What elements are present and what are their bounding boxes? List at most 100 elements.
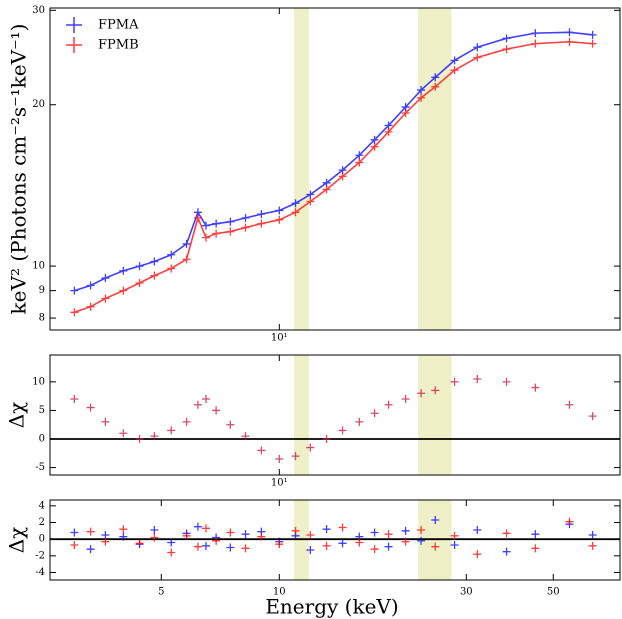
data-point [291, 208, 300, 217]
data-point [417, 526, 426, 534]
data-point [257, 219, 266, 228]
data-point [588, 412, 597, 421]
data-point [212, 406, 221, 415]
data-point [119, 429, 128, 438]
data-point [101, 537, 110, 546]
data-point [306, 546, 315, 554]
data-point [417, 536, 426, 545]
data-point [431, 386, 440, 395]
data-point [355, 151, 364, 160]
data-point [275, 206, 284, 215]
data-point [257, 446, 266, 455]
x-tick-label: 50 [547, 587, 560, 598]
data-point [212, 536, 221, 545]
legend-label: FPMA [98, 18, 139, 33]
data-point [322, 525, 331, 534]
data-point [370, 135, 379, 144]
data-point [193, 542, 202, 551]
data-point [182, 239, 191, 248]
data-point [86, 281, 95, 290]
data-point [473, 53, 482, 62]
data-point [241, 213, 250, 222]
shaded-band [293, 8, 309, 330]
data-point [338, 426, 347, 435]
y-tick-label: 30 [32, 5, 45, 16]
data-point [306, 531, 315, 539]
y-tick-label: 4 [39, 500, 45, 511]
y-axis-label: Δχ [5, 527, 29, 554]
data-point [338, 539, 347, 548]
data-point [241, 530, 250, 539]
data-point [473, 550, 482, 559]
data-point [502, 377, 511, 386]
data-point [241, 544, 250, 553]
data-point [119, 266, 128, 275]
data-point [241, 432, 250, 441]
data-point [431, 82, 440, 91]
series [70, 517, 597, 559]
data-point [119, 286, 128, 295]
data-point [338, 172, 347, 181]
legend-marker [66, 17, 82, 33]
legend-marker [66, 37, 82, 53]
y-tick-label: 8 [39, 313, 45, 324]
data-point [167, 426, 176, 435]
y-tick-label: 10 [32, 261, 45, 272]
data-point [201, 524, 210, 533]
data-point [257, 532, 266, 541]
data-point [417, 86, 426, 95]
data-point [502, 529, 511, 538]
data-point [193, 400, 202, 409]
data-point [450, 56, 459, 65]
data-point [119, 532, 128, 541]
data-point [338, 523, 347, 532]
y-axis-label: Δχ [5, 402, 29, 429]
y-tick-label: 5 [39, 405, 45, 416]
data-point [226, 543, 235, 552]
legend-label: FPMB [98, 38, 139, 53]
y-tick-label: 9 [39, 285, 45, 296]
data-point [193, 213, 202, 222]
data-point [135, 262, 144, 271]
data-point [473, 526, 482, 534]
data-point [417, 93, 426, 102]
y-tick-label: -4 [35, 567, 45, 578]
data-point [150, 533, 159, 542]
data-point [291, 199, 300, 208]
x-tick-label: 10¹ [271, 333, 288, 344]
y-tick-label: 20 [32, 99, 45, 110]
y-tick-label: 0 [39, 434, 45, 445]
data-point [135, 539, 144, 548]
data-point [291, 526, 300, 535]
data-point [450, 541, 459, 549]
data-point [531, 383, 540, 392]
data-point [450, 66, 459, 75]
model-line [74, 31, 593, 292]
data-point [473, 375, 482, 383]
data-point [531, 39, 540, 48]
data-point [565, 28, 574, 37]
series [70, 28, 597, 295]
x-axis-label: Energy (keV) [265, 595, 398, 619]
data-point [182, 531, 191, 540]
data-point [167, 548, 176, 557]
data-point [70, 286, 79, 295]
data-point [86, 545, 95, 554]
data-point [275, 455, 284, 463]
data-point [241, 223, 250, 232]
data-point [401, 109, 410, 118]
data-point [502, 547, 511, 556]
data-point [167, 538, 176, 547]
data-point [182, 417, 191, 426]
shaded-band [418, 355, 452, 475]
data-point [370, 545, 379, 554]
data-point [588, 39, 597, 48]
data-point [417, 389, 426, 398]
panel: 10¹ -5 0 5 10 Δχ [5, 354, 621, 489]
data-point [167, 250, 176, 259]
data-point [322, 541, 331, 550]
axes-frame [49, 354, 621, 476]
data-point [226, 528, 235, 537]
data-point [150, 271, 159, 280]
data-point [275, 215, 284, 224]
